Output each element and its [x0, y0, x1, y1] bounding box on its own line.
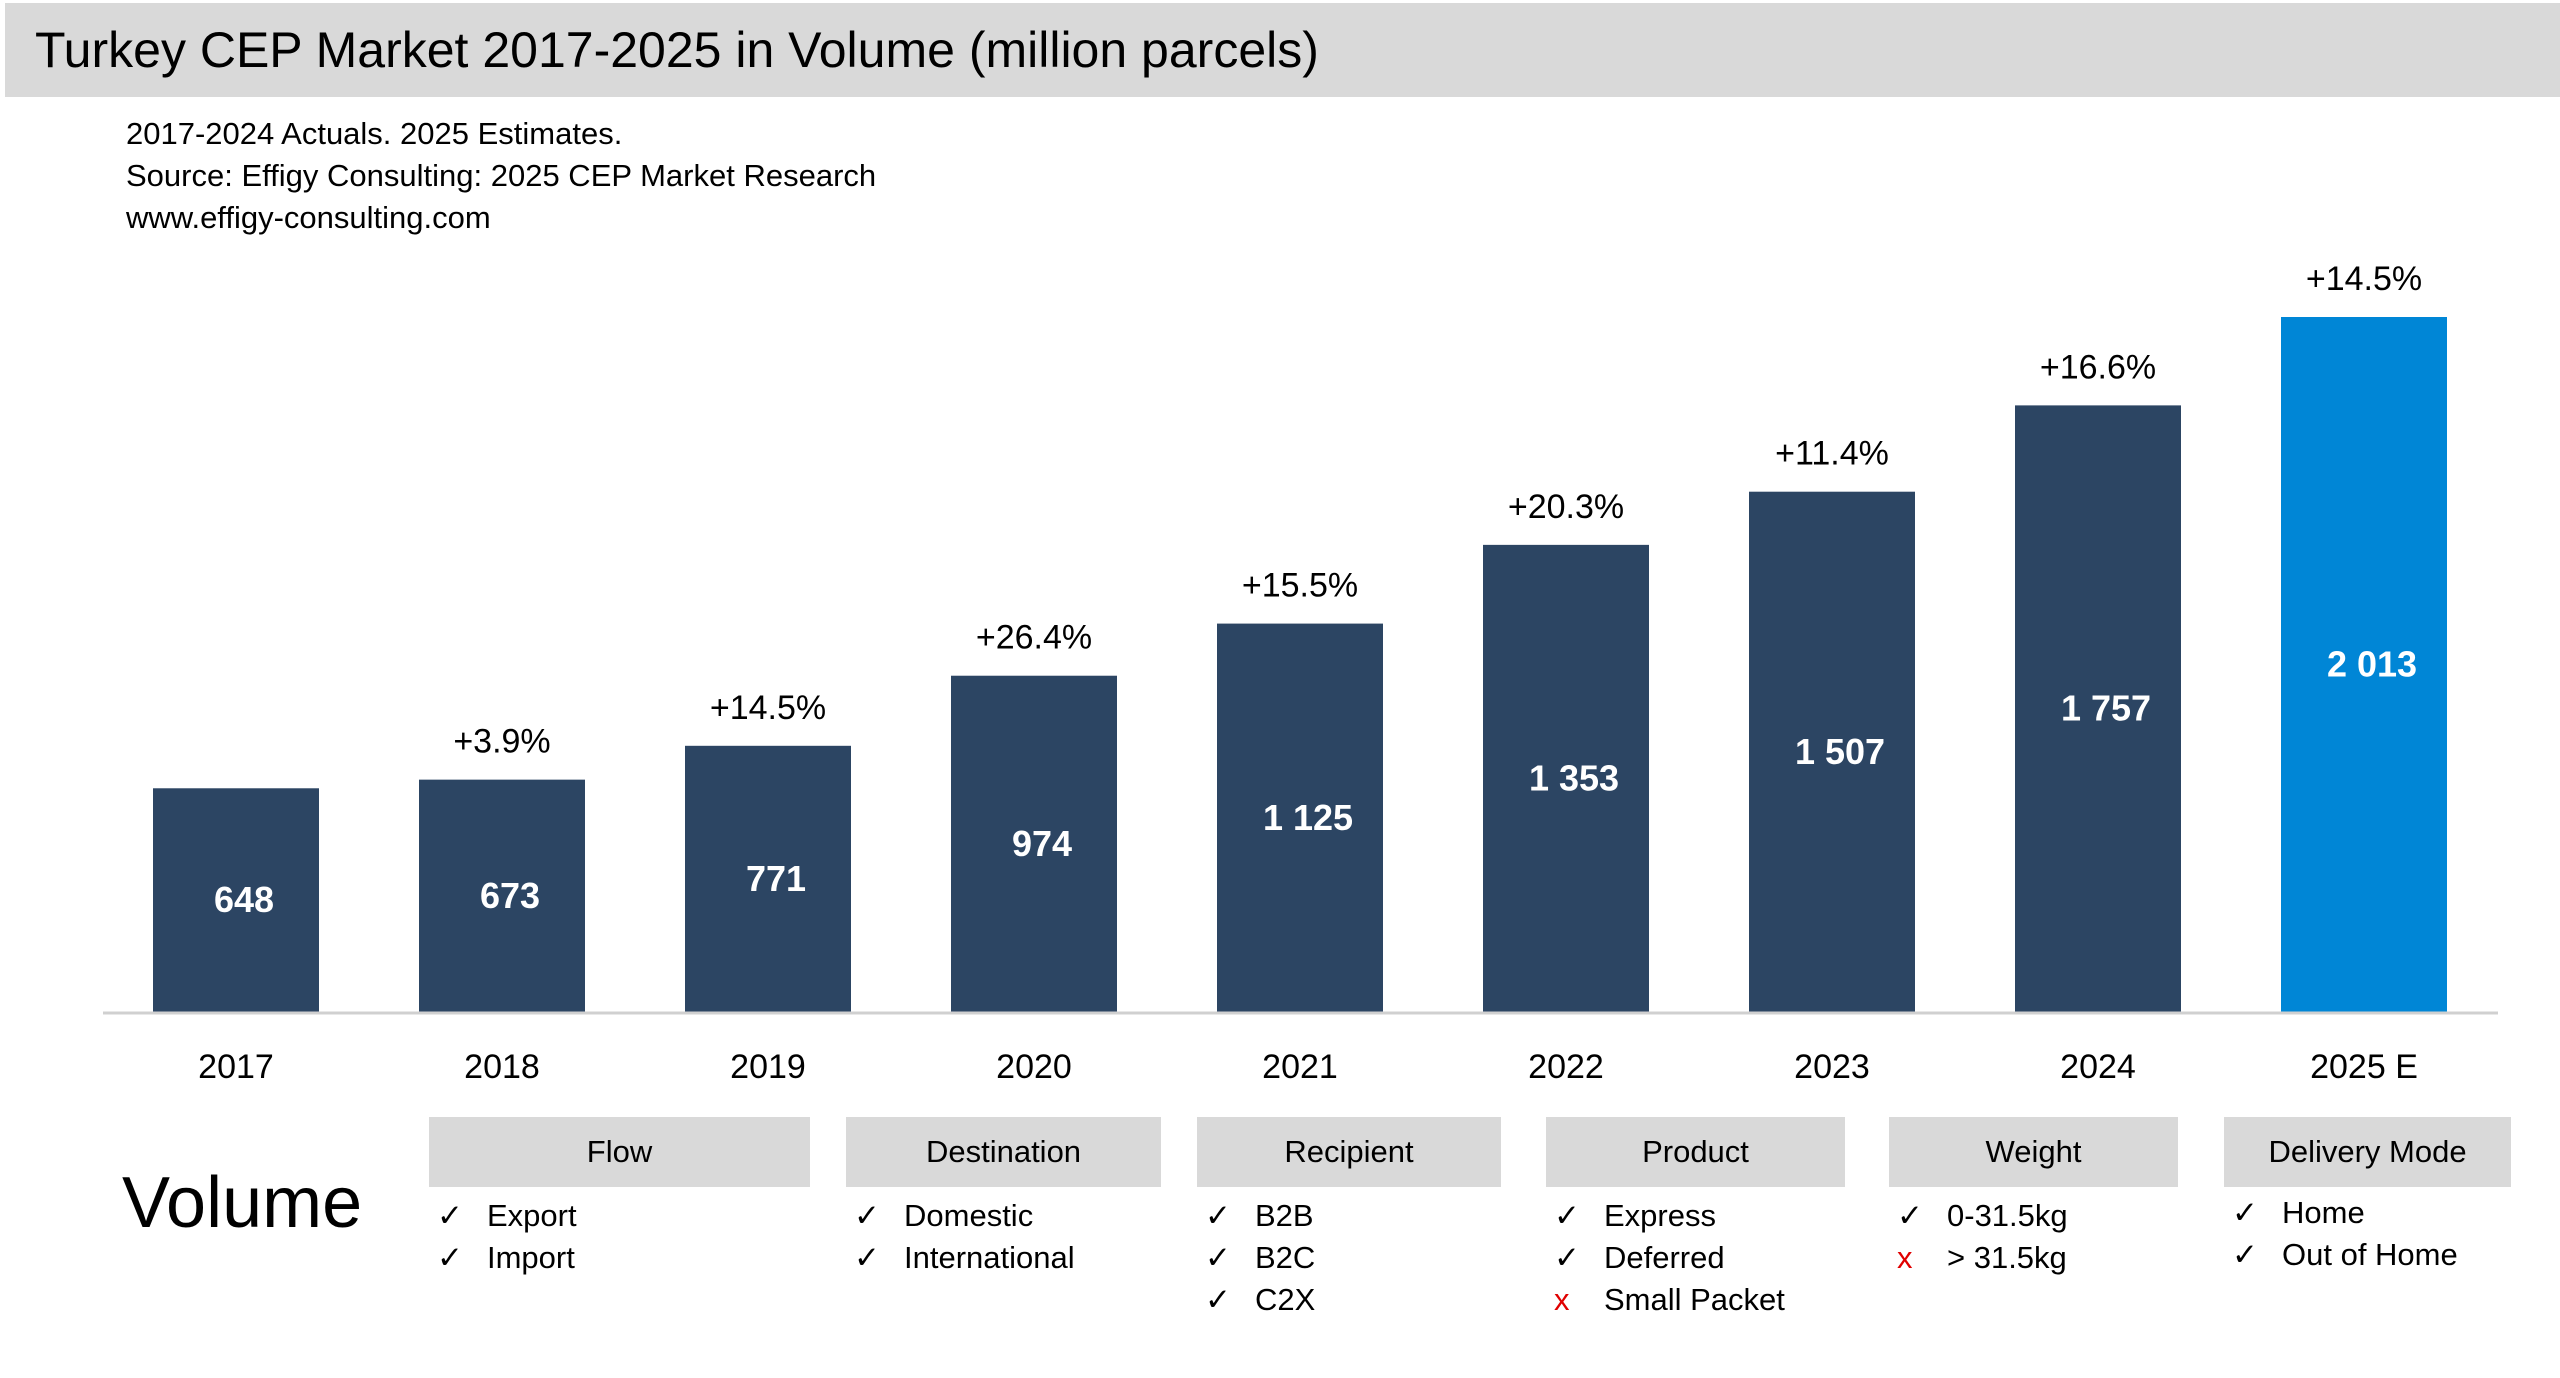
x-tick-label: 2017: [198, 1048, 274, 1086]
check-icon: ✓: [2232, 1237, 2258, 1272]
segment-header-product: Product: [1546, 1117, 1845, 1187]
x-tick-label: 2022: [1528, 1048, 1604, 1086]
bar-2019: [685, 745, 851, 1012]
growth-label: +15.5%: [1242, 567, 1358, 605]
bar-2020: [951, 675, 1117, 1012]
check-icon: ✓: [1205, 1240, 1231, 1275]
value-label: 673: [480, 875, 540, 916]
check-icon: ✓: [1205, 1198, 1231, 1233]
value-label: 1 757: [2061, 688, 2151, 729]
value-label: 1 353: [1529, 757, 1619, 798]
bar-2024: [2015, 405, 2181, 1012]
segment-item: ✓ C2X: [1205, 1282, 1315, 1318]
x-tick-label: 2020: [996, 1048, 1072, 1086]
segment-item: x Small Packet: [1554, 1282, 1785, 1318]
bar-2017: [153, 788, 319, 1012]
check-icon: ✓: [854, 1198, 880, 1233]
check-icon: ✓: [2232, 1195, 2258, 1230]
bar-2023: [1749, 491, 1915, 1012]
growth-label: +26.4%: [976, 619, 1092, 657]
segment-header-flow: Flow: [429, 1117, 810, 1187]
segment-item: x > 31.5kg: [1897, 1240, 2067, 1276]
check-icon: ✓: [1554, 1240, 1580, 1275]
segment-item: ✓ Out of Home: [2232, 1237, 2458, 1273]
segment-item: ✓ Home: [2232, 1195, 2365, 1231]
segment-header-destination: Destination: [846, 1117, 1161, 1187]
segment-item: ✓ Express: [1554, 1198, 1716, 1234]
segment-item-label: Out of Home: [2282, 1237, 2458, 1272]
bar-2021: [1217, 623, 1383, 1012]
value-label: 1 507: [1795, 731, 1885, 772]
growth-label: +16.6%: [2040, 348, 2156, 386]
segment-item-label: International: [904, 1240, 1075, 1275]
cross-icon: x: [1554, 1282, 1570, 1317]
growth-label: +11.4%: [1775, 435, 1889, 473]
segment-item-label: Small Packet: [1604, 1282, 1785, 1317]
bar-2022: [1483, 544, 1649, 1012]
cross-icon: x: [1897, 1240, 1913, 1275]
segment-item-label: C2X: [1255, 1282, 1316, 1317]
check-icon: ✓: [1205, 1282, 1231, 1317]
segment-item: ✓ Import: [437, 1240, 575, 1276]
segment-item-label: Express: [1604, 1198, 1716, 1233]
segment-item: ✓ Export: [437, 1198, 577, 1234]
value-label: 974: [1012, 823, 1072, 864]
segment-item-label: Import: [487, 1240, 575, 1275]
x-tick-label: 2021: [1262, 1048, 1338, 1086]
value-label: 1 125: [1263, 797, 1353, 838]
growth-label: +14.5%: [2306, 260, 2422, 298]
segment-item: ✓ B2C: [1205, 1240, 1315, 1276]
value-label: 771: [746, 858, 806, 899]
bar-chart: 648 2017 673 +3.9% 2018 771 +14.5% 2019 974 +26.4…: [103, 260, 2498, 1086]
bar-2025 E: [2281, 317, 2447, 1012]
note-actuals: 2017-2024 Actuals. 2025 Estimates.: [126, 116, 623, 151]
check-icon: ✓: [854, 1240, 880, 1275]
segment-item: ✓ Deferred: [1554, 1240, 1725, 1276]
volume-label: Volume: [122, 1163, 363, 1243]
segment-item: ✓ Domestic: [854, 1198, 1033, 1234]
segment-header-weight: Weight: [1889, 1117, 2178, 1187]
segment-item-label: Home: [2282, 1195, 2365, 1230]
x-tick-label: 2025 E: [2310, 1048, 2418, 1086]
note-website: www.effigy-consulting.com: [126, 200, 491, 235]
growth-label: +3.9%: [453, 723, 550, 761]
chart-title: Turkey CEP Market 2017-2025 in Volume (m…: [35, 22, 1319, 78]
segment-header-delivery-mode: Delivery Mode: [2224, 1117, 2511, 1187]
segment-item-label: B2C: [1255, 1240, 1316, 1275]
note-source: Source: Effigy Consulting: 2025 CEP Mark…: [126, 158, 877, 193]
x-tick-label: 2024: [2060, 1048, 2136, 1086]
value-label: 648: [214, 879, 274, 920]
segment-item: ✓ 0-31.5kg: [1897, 1198, 2068, 1234]
x-tick-label: 2018: [464, 1048, 540, 1086]
segment-item-label: Domestic: [904, 1198, 1034, 1233]
x-tick-label: 2019: [730, 1048, 806, 1086]
segment-item: ✓ International: [854, 1240, 1075, 1276]
growth-label: +20.3%: [1508, 488, 1624, 526]
segment-item: ✓ B2B: [1205, 1198, 1314, 1234]
check-icon: ✓: [437, 1240, 463, 1275]
check-icon: ✓: [1897, 1198, 1923, 1233]
segment-item-label: Deferred: [1604, 1240, 1725, 1275]
bar-2018: [419, 779, 585, 1012]
check-icon: ✓: [1554, 1198, 1580, 1233]
x-tick-label: 2023: [1794, 1048, 1870, 1086]
segment-item-label: B2B: [1255, 1198, 1314, 1233]
check-icon: ✓: [437, 1198, 463, 1233]
title-bar: Turkey CEP Market 2017-2025 in Volume (m…: [5, 3, 2560, 97]
value-label: 2 013: [2327, 644, 2417, 685]
segment-item-label: > 31.5kg: [1947, 1240, 2067, 1275]
growth-label: +14.5%: [710, 689, 826, 727]
segment-item-label: Export: [487, 1198, 577, 1233]
segment-item-label: 0-31.5kg: [1947, 1198, 2068, 1233]
segment-header-recipient: Recipient: [1197, 1117, 1501, 1187]
